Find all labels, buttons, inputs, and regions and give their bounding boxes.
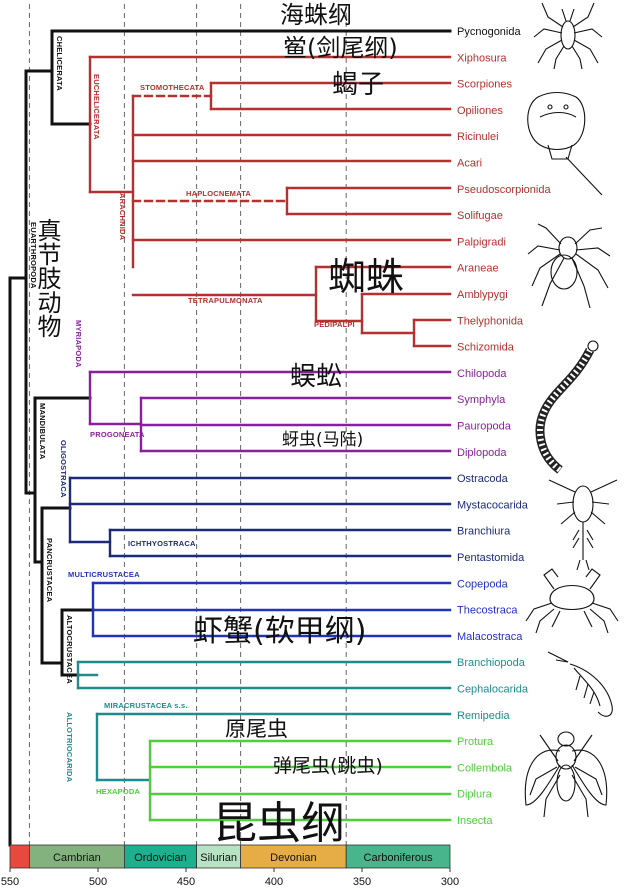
label-multicrustacea: MULTICRUSTACEA (68, 570, 140, 579)
label-mandibulata: MANDIBULATA (38, 403, 47, 460)
taxon-chilopoda: Chilopoda (457, 368, 507, 380)
label-pedipalpi: PEDIPALPI (314, 320, 355, 329)
taxon-acari: Acari (457, 158, 482, 170)
taxon-scorpiones: Scorpiones (457, 79, 513, 91)
axis-tick-label: 500 (89, 876, 107, 888)
annotation-insecta: 昆虫纲 (213, 798, 345, 849)
taxon-mystacocarida: Mystacocarida (457, 499, 529, 511)
label-stomothecata: STOMOTHECATA (140, 83, 205, 92)
blue-branches (91, 581, 452, 638)
annotation-protura: 原尾虫 (225, 717, 288, 741)
axis-tick-label: 550 (1, 876, 19, 888)
clade-labels: CHELICERATA EUCHELICERATA STOMOTHECATA A… (29, 36, 355, 796)
taxon-copepoda: Copepoda (457, 578, 509, 590)
annotation-xiphosura: 鲎(剑尾纲) (283, 34, 398, 62)
annotation-collembola: 弹尾虫(跳虫) (273, 755, 383, 777)
label-altocrustacea: ALTOCRUSTACEA (65, 615, 74, 684)
taxon-araneae: Araneae (457, 263, 499, 275)
label-chelicerata: CHELICERATA (55, 36, 64, 91)
shrimp-icon (547, 651, 613, 717)
green-branches (148, 739, 452, 822)
label-ichthyostraca: ICHTHYOSTRACA (128, 539, 196, 548)
navy-branches (68, 476, 452, 558)
organism-illustrations (524, 2, 619, 818)
period-label-devonian: Devonian (270, 852, 316, 864)
chinese-annotations: 海蛛纲 鲎(剑尾纲) 蝎子 蜘蛛 真节肢动物 蜈蚣 蚜虫(马陆) 虾蟹(软甲纲)… (33, 1, 404, 849)
taxon-collembola: Collembola (457, 762, 513, 774)
annotation-pycnogonida: 海蛛纲 (280, 1, 352, 29)
label-allotriocarida: ALLOTRIOCARIDA (65, 712, 74, 783)
taxon-pseudoscorpionida: Pseudoscorpionida (457, 184, 551, 196)
taxon-thecostraca: Thecostraca (457, 605, 518, 617)
taxon-branchiopoda: Branchiopoda (457, 657, 526, 669)
annotation-spider: 蜘蛛 (328, 255, 404, 299)
millipede-icon (535, 340, 599, 474)
taxon-amblypygi: Amblypygi (457, 289, 508, 301)
red-dashed-branches (131, 94, 289, 203)
taxon-pycnogonida: Pycnogonida (457, 26, 521, 38)
taxon-ricinulei: Ricinulei (457, 131, 499, 143)
label-progoneata: PROGONEATA (90, 430, 145, 439)
taxon-ostracoda: Ostracoda (457, 473, 509, 485)
taxon-malacostraca: Malacostraca (457, 631, 523, 643)
period-bar (9, 844, 30, 869)
crab-icon (525, 568, 619, 634)
taxon-cephalocarida: Cephalocarida (457, 684, 529, 696)
label-arachnida: ARACHNIDA (118, 193, 127, 241)
teal-branches (76, 660, 452, 782)
taxon-pauropoda: Pauropoda (457, 421, 512, 433)
label-miracrustacea: MIRACRUSTACEA s.s. (104, 701, 188, 710)
period-label-carboniferous: Carboniferous (364, 852, 434, 864)
label-haplocnemata: HAPLOCNEMATA (186, 189, 251, 198)
axis-tick-label: 400 (265, 876, 283, 888)
label-tetrapulmonata: TETRAPULMONATA (188, 296, 263, 305)
annotation-diplopoda: 蚜虫(马陆) (282, 430, 363, 450)
period-label-ordovician: Ordovician (134, 852, 187, 864)
sea-spider-icon (533, 2, 603, 70)
annotation-malacostraca: 虾蟹(软甲纲) (193, 614, 366, 649)
axis-tick-label: 450 (177, 876, 195, 888)
label-euchelicerata: EUCHELICERATA (92, 74, 101, 140)
fly-icon (524, 731, 608, 818)
period-label-silurian: Silurian (200, 852, 237, 864)
red-branches (88, 55, 452, 348)
axis-tick-label: 350 (353, 876, 371, 888)
taxon-symphyla: Symphyla (457, 394, 506, 406)
purple-branches (88, 370, 452, 453)
taxon-palpigradi: Palpigradi (457, 236, 506, 248)
label-pancrustacea: PANCRUSTACEA (45, 538, 54, 603)
taxon-opiliones: Opiliones (457, 105, 503, 117)
axis-tick-label: 300 (441, 876, 459, 888)
period-bar (345, 844, 451, 869)
spider-icon (527, 223, 611, 309)
black-branches (8, 29, 452, 847)
annotation-scorpion: 蝎子 (332, 70, 384, 100)
taxon-solifugae: Solifugae (457, 210, 503, 222)
taxon-remipedia: Remipedia (457, 710, 510, 722)
taxon-thelyphonida: Thelyphonida (457, 315, 524, 327)
taxon-branchiura: Branchiura (457, 526, 511, 538)
label-oligostraca: OLIGOSTRACA (59, 440, 68, 498)
geologic-timescale: Cambrian Ordovician Silurian Devonian Carbon… (1, 844, 459, 888)
taxon-labels: Pycnogonida Xiphosura Scorpiones Opiliones R… (457, 26, 551, 827)
taxon-xiphosura: Xiphosura (457, 52, 507, 64)
taxon-insecta: Insecta (457, 815, 493, 827)
taxon-diplura: Diplura (457, 789, 493, 801)
annotation-euarthropoda: 真节肢动物 (33, 218, 61, 338)
horseshoe-crab-icon (527, 91, 603, 196)
copepod-icon (548, 479, 618, 571)
taxon-schizomida: Schizomida (457, 342, 515, 354)
taxon-diplopoda: Diplopoda (457, 447, 507, 459)
period-label-cambrian: Cambrian (53, 852, 101, 864)
annotation-chilopoda: 蜈蚣 (290, 362, 342, 392)
taxon-protura: Protura (457, 736, 494, 748)
label-hexapoda: HEXAPODA (96, 787, 140, 796)
label-myriapoda: MYRIAPODA (74, 320, 83, 368)
label-euarthropoda: EUARTHROPODA (29, 222, 38, 289)
taxon-pentastomida: Pentastomida (457, 552, 525, 564)
